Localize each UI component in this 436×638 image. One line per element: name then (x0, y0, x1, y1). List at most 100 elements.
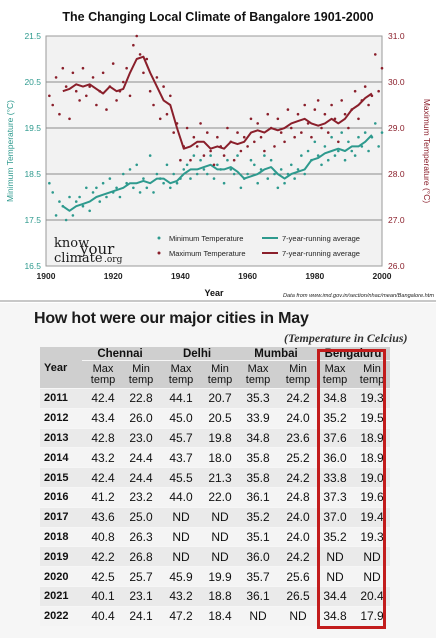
temperature-cell: 23.2 (124, 488, 158, 508)
data-point (360, 99, 364, 102)
data-point (61, 66, 65, 70)
year-cell: 2019 (40, 547, 82, 568)
data-point (279, 131, 283, 134)
data-point (121, 172, 125, 176)
legend-marker (157, 251, 161, 255)
subheader-line: Max (92, 362, 114, 375)
data-point (128, 94, 132, 98)
data-point (125, 181, 128, 185)
temperature-cell: 24.2 (280, 468, 316, 488)
data-point (169, 94, 172, 98)
data-point (367, 103, 370, 107)
column-subheader: Max temp (158, 361, 204, 389)
logo-climate: climate (54, 251, 103, 266)
temperature-cell: 18.8 (204, 587, 236, 607)
data-point (68, 117, 71, 121)
data-point (115, 99, 118, 102)
year-cell: 2018 (40, 527, 82, 548)
data-point (81, 204, 85, 208)
chart-title: The Changing Local Climate of Bangalore … (62, 10, 373, 24)
data-point (363, 85, 367, 88)
city-header: Mumbai (236, 347, 316, 361)
subheader-line: Min (211, 362, 229, 375)
data-point (98, 200, 102, 203)
temperature-cell: ND (236, 606, 280, 627)
data-point (48, 181, 51, 185)
temperature-cell: 26.5 (280, 587, 316, 607)
x-axis-label: Year (204, 288, 224, 298)
data-point (54, 76, 58, 79)
data-point (212, 163, 216, 167)
temperature-cell: 26.3 (124, 527, 158, 548)
temperature-cell: 19.8 (204, 428, 236, 449)
temperature-cell: 47.2 (158, 606, 204, 627)
column-subheader: Max temp (316, 361, 354, 389)
data-point (340, 131, 343, 134)
temperature-cell: 22.0 (204, 488, 236, 508)
running-average-line (62, 134, 373, 212)
legend-label: 7-year-running average (282, 249, 360, 258)
data-point (357, 117, 360, 121)
data-point (145, 186, 149, 190)
data-point (347, 126, 350, 130)
data-point (330, 135, 333, 139)
data-point (165, 112, 169, 116)
temperature-cell: 19.3 (354, 527, 390, 548)
data-point (182, 145, 186, 148)
temperature-cell: ND (316, 547, 354, 568)
logo-org: .org (104, 255, 123, 265)
data-point (279, 168, 283, 171)
year-cell: 2014 (40, 448, 82, 469)
subheader-line: Max (247, 362, 269, 375)
temperature-cell: 19.3 (354, 389, 390, 409)
temperature-cell: 24.1 (124, 606, 158, 627)
climate-chart-panel: The Changing Local Climate of Bangalore … (0, 0, 436, 300)
data-point (202, 168, 206, 171)
temperature-cell: 37.3 (316, 488, 354, 508)
temperature-table: Year Chennai Max temp Min temp Delhi Max temp Min… (40, 347, 390, 627)
temperature-cell: ND (204, 507, 236, 528)
data-point (179, 158, 182, 162)
data-point (175, 122, 179, 125)
data-point (259, 135, 263, 139)
data-point (205, 172, 209, 176)
subheader-line: Max (170, 362, 192, 375)
data-point (256, 181, 259, 185)
data-point (253, 140, 256, 144)
data-point (353, 154, 357, 157)
temperature-cell: 18.9 (354, 448, 390, 469)
data-point (326, 131, 330, 134)
data-point (115, 186, 118, 190)
data-point (239, 186, 243, 190)
temperature-cell: ND (158, 547, 204, 568)
data-point (232, 158, 236, 162)
data-point (306, 149, 310, 153)
data-point (350, 149, 354, 153)
temperature-cell: 43.7 (158, 448, 204, 469)
data-point (310, 135, 313, 139)
x-tick-label: 1980 (305, 271, 324, 281)
temperature-cell: 44.1 (158, 389, 204, 409)
data-point (78, 195, 81, 199)
temperature-cell: 40.1 (82, 587, 124, 607)
temperature-cell: 24.2 (280, 547, 316, 568)
temperature-cell: 43.4 (82, 408, 124, 429)
data-point (357, 135, 360, 139)
data-point (380, 131, 384, 134)
table-title: How hot were our major cities in May (34, 310, 309, 327)
temperature-cell: 41.2 (82, 488, 124, 508)
data-point (300, 154, 303, 157)
data-point (377, 145, 380, 148)
table-subtitle: (Temperature in Celcius) (284, 331, 408, 345)
data-point (51, 191, 55, 194)
year-cell: 2017 (40, 507, 82, 528)
temperature-cell: 24.0 (280, 507, 316, 528)
temperature-cell: 37.0 (316, 507, 354, 528)
data-point (269, 126, 273, 130)
source-note: Data from www.imd.gov.in/section/nhac/me… (283, 293, 434, 299)
data-point (148, 154, 152, 157)
temperature-cell: 24.4 (124, 468, 158, 488)
data-point (242, 177, 246, 180)
data-point (192, 154, 196, 157)
year-cell: 2015 (40, 468, 82, 488)
